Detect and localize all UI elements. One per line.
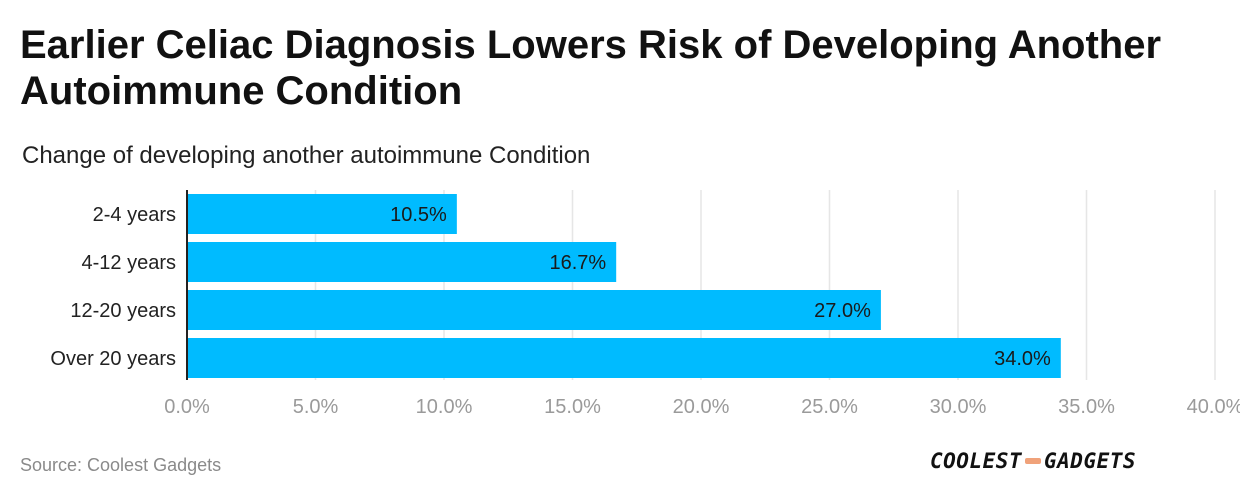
logo-word-right: GADGETS xyxy=(1044,449,1137,473)
bar-value-label: 27.0% xyxy=(814,300,871,322)
x-tick-label: 25.0% xyxy=(801,396,858,418)
y-category-label: 4-12 years xyxy=(82,252,177,274)
x-tick-label: 5.0% xyxy=(293,396,339,418)
x-tick-label: 20.0% xyxy=(673,396,730,418)
y-category-label: 2-4 years xyxy=(93,204,176,226)
x-tick-label: 40.0% xyxy=(1187,396,1240,418)
bar-value-label: 34.0% xyxy=(994,348,1051,370)
bar xyxy=(187,242,617,282)
bars: 10.5% 16.7% 27.0% 34.0% xyxy=(187,194,1061,378)
y-category-label: 12-20 years xyxy=(70,300,176,322)
source-note: Source: Coolest Gadgets xyxy=(20,455,222,475)
x-tick-label: 30.0% xyxy=(930,396,987,418)
y-category-label: Over 20 years xyxy=(50,348,176,370)
bar-value-label: 16.7% xyxy=(549,252,606,274)
logo-dash xyxy=(1025,458,1042,464)
chart-title: Earlier Celiac Diagnosis Lowers Risk of … xyxy=(20,23,1162,113)
x-tick-label: 35.0% xyxy=(1058,396,1115,418)
x-tick-label: 10.0% xyxy=(416,396,473,418)
bar xyxy=(187,194,457,234)
axes: 0.0% 5.0% 10.0% 15.0% 20.0% 25.0% 30.0% 35.0% 40… xyxy=(50,190,1240,418)
chart-subtitle: Change of developing another autoimmune … xyxy=(22,142,591,169)
bar xyxy=(187,290,881,330)
bar xyxy=(187,338,1061,378)
x-tick-label: 0.0% xyxy=(164,396,210,418)
brand-logo: COOLEST GADGETS xyxy=(930,444,1136,478)
logo-word-left: COOLEST xyxy=(930,449,1023,473)
bar-value-label: 10.5% xyxy=(390,204,447,226)
x-tick-label: 15.0% xyxy=(544,396,601,418)
